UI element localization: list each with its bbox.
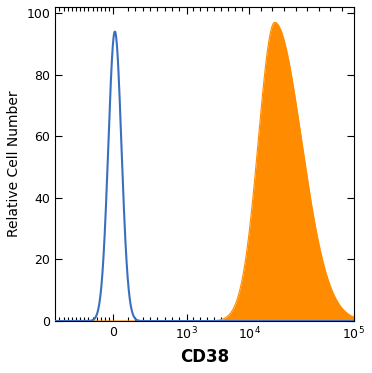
Y-axis label: Relative Cell Number: Relative Cell Number xyxy=(7,91,21,237)
X-axis label: CD38: CD38 xyxy=(180,348,229,366)
